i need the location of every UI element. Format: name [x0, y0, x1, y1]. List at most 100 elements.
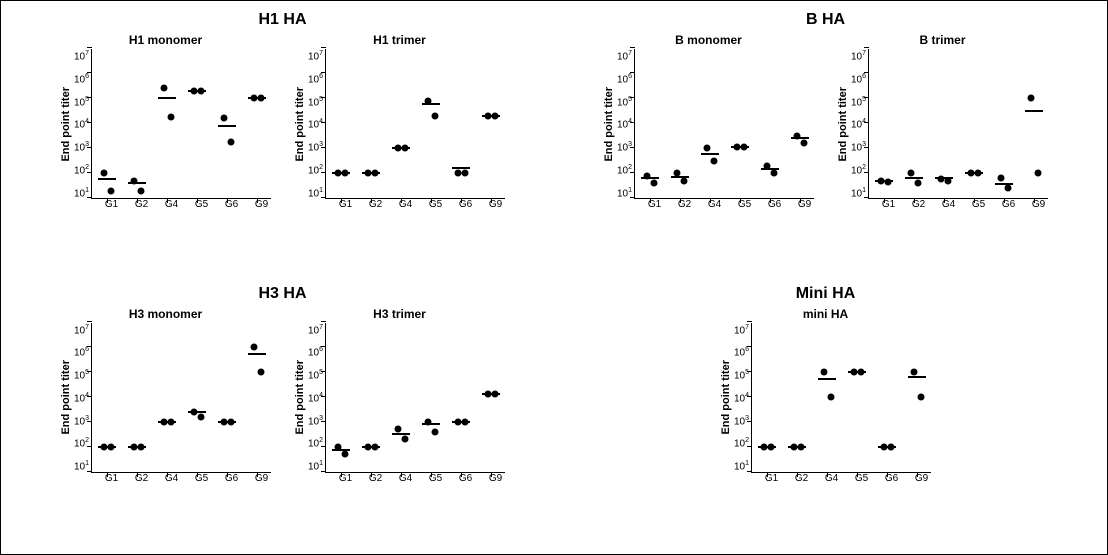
y-tick-label: 102	[308, 163, 323, 176]
subplot: H1 trimerEnd point titer1071061051041031…	[289, 33, 511, 273]
mean-line	[422, 423, 440, 425]
figure-root: H1 HAH1 monomerEnd point titer1071061051…	[0, 0, 1108, 555]
data-point	[454, 170, 461, 177]
mean-line	[98, 178, 116, 180]
x-tick-mark	[431, 472, 432, 477]
data-point	[431, 428, 438, 435]
x-axis-wrap: G1G2G4G5G6G9	[289, 199, 511, 210]
x-axis-wrap: G1G2G4G5G6G9	[832, 199, 1054, 210]
x-tick-mark	[401, 198, 402, 203]
x-tick-mark	[257, 472, 258, 477]
mean-line	[671, 176, 689, 178]
plot-row: End point titer107106105104103102101	[603, 49, 814, 199]
plot-area	[634, 49, 814, 199]
x-tick-label: G6	[877, 473, 907, 484]
x-tick-label: G9	[790, 199, 820, 210]
x-tick-label: G1	[640, 199, 670, 210]
y-tick-mark	[864, 97, 869, 98]
mean-line	[332, 172, 350, 174]
data-point	[827, 393, 834, 400]
x-tick-label: G9	[247, 473, 277, 484]
plot-row: End point titer107106105104103102101	[60, 323, 271, 473]
subplots-row: mini HAEnd point titer107106105104103102…	[568, 307, 1083, 547]
data-point	[1004, 185, 1011, 192]
y-tick-label: 106	[308, 345, 323, 358]
plot-row: End point titer107106105104103102101	[294, 49, 505, 199]
data-point	[1027, 95, 1034, 102]
y-tick-label: 102	[851, 163, 866, 176]
y-tick-label: 102	[734, 436, 749, 449]
mean-line	[848, 371, 866, 373]
mean-line	[995, 183, 1013, 185]
subplot: B monomerEnd point titer1071061051041031…	[598, 33, 820, 273]
x-tick-mark	[797, 472, 798, 477]
y-tick-mark	[630, 197, 635, 198]
mean-line	[188, 90, 206, 92]
quadrant: H3 HAH3 monomerEnd point titer1071061051…	[25, 283, 540, 547]
x-axis-wrap: G1G2G4G5G6G9	[715, 473, 937, 484]
x-tick-label: G5	[964, 199, 994, 210]
y-tick-label: 107	[74, 49, 89, 62]
data-point	[800, 140, 807, 147]
x-tick-label: G6	[994, 199, 1024, 210]
y-axis-label: End point titer	[720, 360, 732, 435]
y-tick-label: 106	[851, 72, 866, 85]
y-tick-mark	[321, 396, 326, 397]
x-axis-spacer	[715, 473, 757, 484]
x-tick-mark	[197, 472, 198, 477]
data-point	[250, 343, 257, 350]
y-tick-mark	[87, 371, 92, 372]
y-tick-label: 106	[734, 345, 749, 358]
x-axis-labels: G1G2G4G5G6G9	[640, 199, 820, 210]
x-tick-mark	[740, 198, 741, 203]
x-tick-mark	[197, 198, 198, 203]
y-tick-label: 104	[734, 391, 749, 404]
x-tick-mark	[401, 472, 402, 477]
subplots-row: H3 monomerEnd point titer107106105104103…	[25, 307, 540, 547]
data-point	[914, 180, 921, 187]
x-tick-label: G6	[451, 199, 481, 210]
y-axis-label: End point titer	[60, 360, 72, 435]
mean-line	[965, 172, 983, 174]
y-tick-label: 107	[734, 323, 749, 336]
data-point	[160, 84, 167, 91]
y-tick-label: 106	[617, 72, 632, 85]
data-point	[220, 115, 227, 122]
mean-line	[935, 177, 953, 179]
y-tick-label: 106	[74, 72, 89, 85]
y-tick-label: 102	[308, 436, 323, 449]
subplot-title: H3 trimer	[373, 307, 426, 321]
plot-area	[751, 323, 931, 473]
mean-line	[392, 433, 410, 435]
x-axis-wrap: G1G2G4G5G6G9	[55, 473, 277, 484]
mean-line	[452, 167, 470, 169]
y-tick-mark	[630, 122, 635, 123]
mean-line	[392, 147, 410, 149]
plot-area	[91, 323, 271, 473]
x-axis-labels: G1G2G4G5G6G9	[331, 473, 511, 484]
x-tick-label: G2	[127, 473, 157, 484]
mean-line	[248, 353, 266, 355]
x-tick-label: G1	[757, 473, 787, 484]
subplot-title: B trimer	[919, 33, 965, 47]
y-tick-mark	[321, 421, 326, 422]
data-point	[650, 180, 657, 187]
x-axis-spacer	[289, 473, 331, 484]
x-tick-label: G2	[904, 199, 934, 210]
y-tick-mark	[630, 97, 635, 98]
x-tick-label: G6	[451, 473, 481, 484]
mean-line	[248, 97, 266, 99]
y-tick-mark	[87, 197, 92, 198]
plot-row: End point titer107106105104103102101	[60, 49, 271, 199]
subplot-title: H1 monomer	[129, 33, 202, 47]
mean-line	[758, 446, 776, 448]
y-tick-mark	[87, 72, 92, 73]
y-tick-mark	[321, 471, 326, 472]
y-tick-mark	[87, 47, 92, 48]
mean-line	[188, 411, 206, 413]
x-tick-mark	[827, 472, 828, 477]
x-tick-mark	[167, 472, 168, 477]
mean-line	[908, 376, 926, 378]
y-tick-mark	[630, 47, 635, 48]
x-tick-label: G2	[127, 199, 157, 210]
